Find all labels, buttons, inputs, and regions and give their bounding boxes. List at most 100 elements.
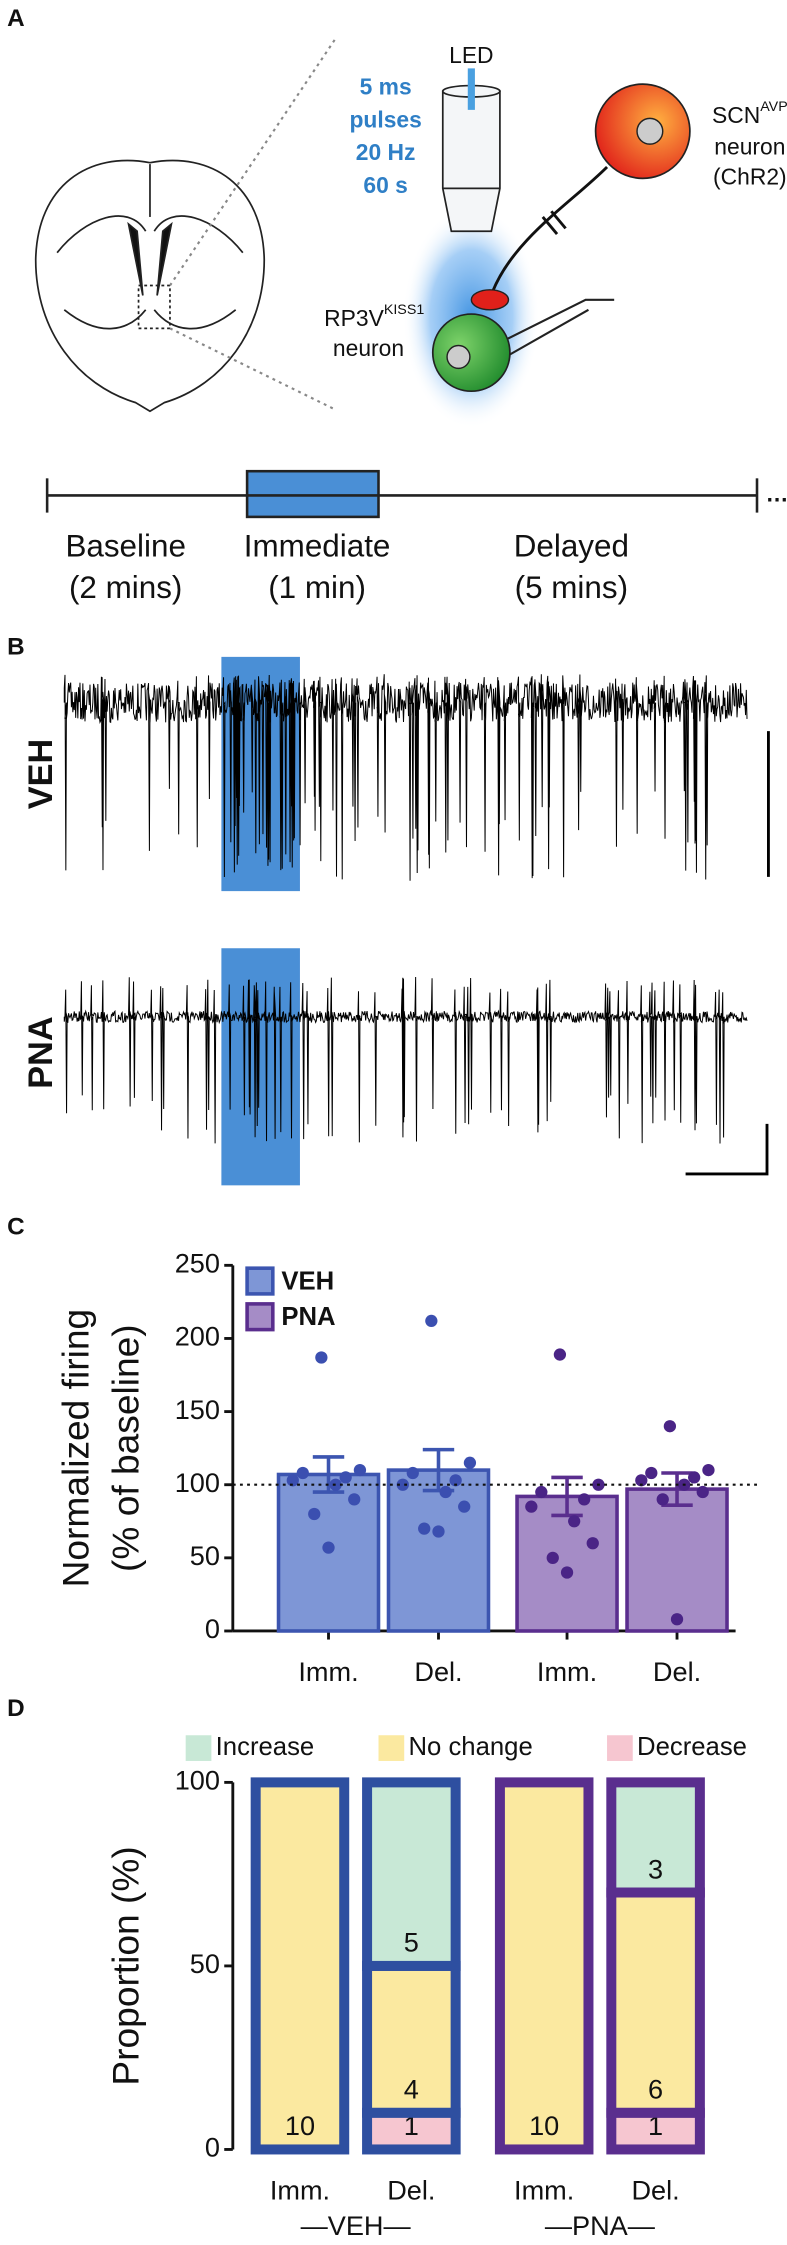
x-tick-label: Imm. (537, 1656, 597, 1687)
data-point (315, 1351, 328, 1364)
data-point (560, 1566, 574, 1579)
bar-segment (362, 1777, 461, 1971)
data-point (463, 1456, 477, 1469)
data-point (322, 1541, 335, 1554)
legend-swatch (607, 1735, 633, 1761)
stim-window (221, 948, 300, 1186)
neuron-label: SCNAVP (712, 99, 787, 128)
trace-label: VEH (22, 739, 60, 809)
data-point (425, 1314, 438, 1328)
data-point (670, 1613, 684, 1626)
timeline: … (45, 469, 787, 519)
error-bar (551, 1475, 583, 1518)
panel-label: A (7, 5, 25, 32)
data-point (696, 1485, 709, 1499)
legend-label: Decrease (637, 1733, 747, 1761)
timeline-label: Immediate (244, 529, 391, 564)
optic-fiber (441, 68, 501, 233)
data-point (339, 1471, 352, 1484)
x-tick-label: Del. (387, 2174, 435, 2205)
y-tick-label: 0 (205, 1613, 220, 1644)
error-bar (661, 1471, 693, 1507)
data-point (348, 1493, 361, 1506)
legend-swatch (245, 1302, 275, 1332)
scn-neuron (470, 83, 691, 311)
data-point (432, 1525, 445, 1538)
timeline-duration: (1 min) (268, 570, 366, 605)
legend-label: VEH (281, 1267, 334, 1295)
rp3v-neuron (431, 298, 615, 393)
bar (625, 1487, 729, 1633)
count-label: 3 (648, 1853, 663, 1884)
led-label: LED (449, 42, 493, 68)
data-point (586, 1537, 599, 1550)
count-label: 10 (285, 2110, 315, 2141)
trace-label: PNA (22, 1016, 60, 1088)
x-tick-label: Del. (631, 2174, 679, 2205)
y-tick-label: 0 (205, 2132, 220, 2163)
data-point (286, 1474, 299, 1487)
neuron-label: (ChR2) (713, 163, 787, 189)
data-point (663, 1420, 677, 1433)
data-point (553, 1348, 567, 1361)
scale-bar (685, 731, 770, 1176)
brain-section (34, 159, 266, 413)
group-label: —VEH— (301, 2210, 412, 2241)
led-protocol: 20 Hz (356, 139, 416, 165)
data-point (296, 1466, 309, 1480)
bar (386, 1468, 491, 1633)
y-tick-label: 50 (190, 1540, 220, 1571)
data-point (568, 1515, 581, 1528)
x-tick-label: Del. (653, 1656, 701, 1687)
neuron-superscript: KISS1 (384, 302, 425, 318)
y-axis-label: Proportion (%) (104, 1846, 146, 2085)
panel-label: D (7, 1695, 25, 1722)
data-point (702, 1463, 715, 1477)
neuron-label: neuron (714, 133, 785, 159)
y-tick-label: 200 (175, 1321, 220, 1352)
data-point (578, 1493, 591, 1506)
panel-label: B (7, 634, 25, 661)
count-label: 5 (404, 1927, 419, 1958)
count-label: 4 (404, 2073, 419, 2104)
data-point (418, 1522, 431, 1535)
count-label: 1 (404, 2110, 419, 2141)
count-label: 10 (529, 2110, 559, 2141)
led-protocol: 60 s (363, 172, 407, 198)
legend-label: Increase (216, 1733, 315, 1761)
legend-swatch (245, 1266, 275, 1296)
x-tick-label: Imm. (298, 1656, 358, 1687)
data-point (525, 1500, 538, 1513)
count-label: 6 (648, 2073, 663, 2104)
timeline-duration: (2 mins) (69, 570, 182, 605)
data-point (449, 1474, 462, 1487)
y-tick-label: 250 (175, 1248, 220, 1279)
error-bar (312, 1455, 345, 1494)
data-point (535, 1485, 548, 1499)
data-point (688, 1471, 701, 1484)
data-point (396, 1478, 409, 1491)
data-point (645, 1466, 658, 1480)
timeline-label: Delayed (514, 529, 629, 564)
x-tick-label: Imm. (514, 2174, 574, 2205)
data-point (656, 1493, 669, 1506)
timeline-label: Baseline (65, 529, 185, 564)
x-tick-label: Imm. (270, 2174, 330, 2205)
legend-swatch (378, 1735, 405, 1761)
panel-label: C (7, 1214, 25, 1241)
data-point (546, 1551, 559, 1564)
data-point (406, 1466, 419, 1480)
zoom-lines (169, 37, 337, 411)
neuron-label: RP3VKISS1 (324, 302, 424, 331)
led-protocol: 5 ms (360, 73, 412, 99)
neuron-label: neuron (333, 335, 404, 361)
legend-label: PNA (281, 1303, 335, 1331)
y-tick-label: 100 (175, 1765, 220, 1796)
y-tick-label: 100 (175, 1467, 220, 1498)
bar-segment (494, 1777, 594, 2155)
data-point (353, 1463, 367, 1477)
bar (515, 1494, 619, 1633)
svg-text:…: … (766, 481, 787, 507)
count-label: 1 (648, 2110, 663, 2141)
